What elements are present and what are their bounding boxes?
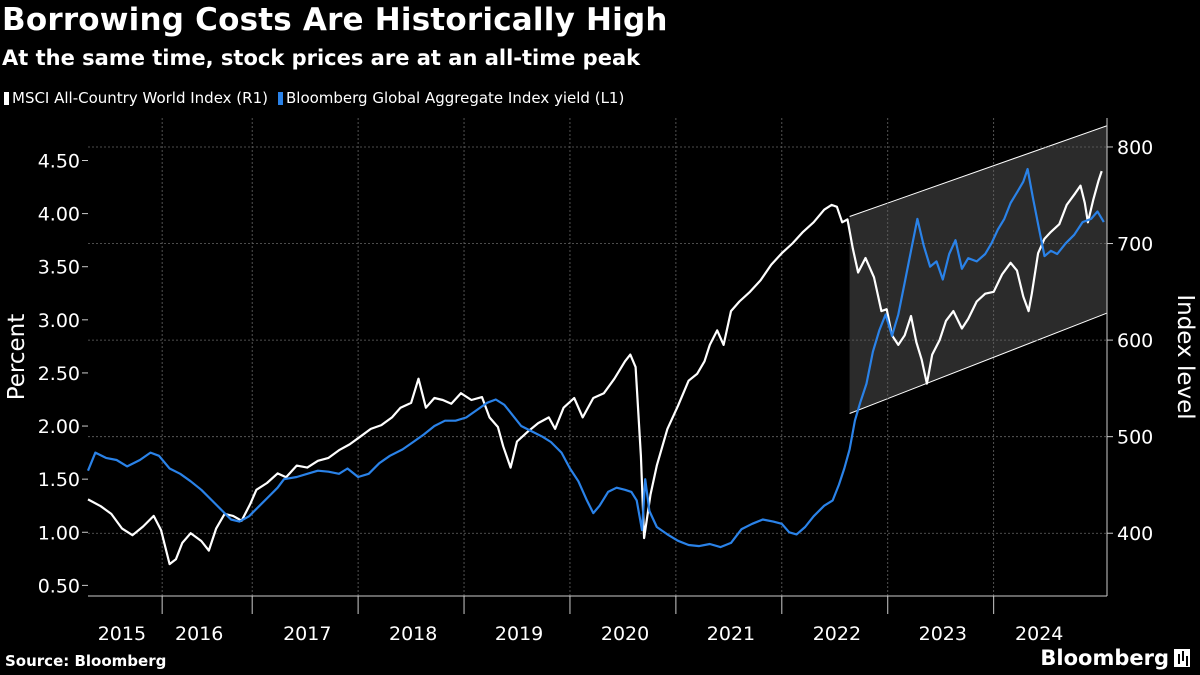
legend-item-msci: MSCI All-Country World Index (R1) (4, 89, 268, 107)
series-line-msci (87, 170, 1103, 566)
legend-label-msci: MSCI All-Country World Index (R1) (12, 89, 268, 107)
x-tick-label: 2018 (389, 623, 437, 645)
channel-upper-line (849, 125, 1108, 217)
y-right-tick-label: 800 (1117, 137, 1153, 159)
bar-chart-icon (1174, 649, 1190, 667)
y-right-tick-label: 700 (1117, 234, 1153, 256)
x-tick-label: 2024 (1015, 623, 1063, 645)
channel-lower-line (849, 312, 1108, 414)
y-left-tick-label: 3.50 (38, 257, 80, 279)
y-right-axis-title: Index level (1172, 294, 1198, 419)
brand-name: Bloomberg (1040, 646, 1169, 670)
x-tick-label: 2016 (175, 623, 223, 645)
x-tick-label: 2015 (98, 623, 146, 645)
series-line-bond-yield (86, 167, 1105, 549)
x-tick-label: 2023 (919, 623, 967, 645)
x-tick-label: 2022 (813, 623, 861, 645)
y-left-tick-label: 3.00 (38, 310, 80, 332)
y-left-axis-title: Percent (4, 314, 30, 401)
legend-swatch-msci (4, 91, 9, 105)
legend: MSCI All-Country World Index (R1) Bloomb… (4, 89, 634, 107)
source-note: Source: Bloomberg (5, 652, 167, 670)
x-tick-label: 2020 (601, 623, 649, 645)
y-left-tick-label: 4.50 (38, 150, 80, 172)
x-tick-label: 2019 (495, 623, 543, 645)
y-right-tick-label: 600 (1117, 330, 1153, 352)
y-right-tick-label: 400 (1117, 523, 1153, 545)
y-left-tick-label: 0.50 (38, 575, 80, 597)
chart-title: Borrowing Costs Are Historically High (2, 2, 668, 38)
y-left-tick-label: 4.00 (38, 204, 80, 226)
x-tick-label: 2021 (707, 623, 755, 645)
legend-label-bond-yield: Bloomberg Global Aggregate Index yield (… (285, 89, 625, 107)
brand-logo: Bloomberg (1040, 646, 1190, 670)
legend-item-bond-yield: Bloomberg Global Aggregate Index yield (… (277, 89, 625, 107)
y-left-tick-label: 2.00 (38, 416, 80, 438)
shaded-channel (849, 125, 1107, 414)
y-left-tick-label: 2.50 (38, 363, 80, 385)
legend-swatch-bond-yield (277, 91, 283, 105)
chart-subtitle: At the same time, stock prices are at an… (2, 46, 641, 70)
y-left-tick-label: 1.50 (38, 469, 80, 491)
y-left-tick-label: 1.00 (38, 522, 80, 544)
y-right-tick-label: 500 (1117, 427, 1153, 449)
x-tick-label: 2017 (283, 623, 331, 645)
